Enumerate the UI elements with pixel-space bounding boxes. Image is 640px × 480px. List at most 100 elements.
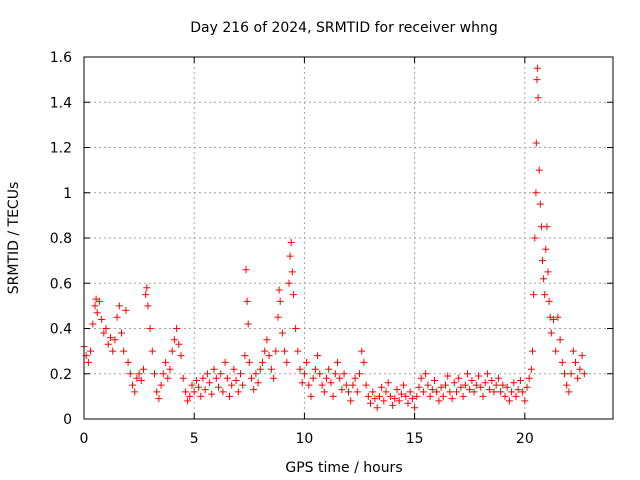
data-point <box>184 397 192 405</box>
data-point <box>455 374 463 382</box>
data-point <box>532 139 540 147</box>
data-point <box>254 379 262 387</box>
data-point <box>331 370 339 378</box>
data-point <box>413 392 421 400</box>
data-point <box>569 347 577 355</box>
data-point <box>472 381 480 389</box>
x-tick-label: 0 <box>80 431 89 447</box>
data-point <box>274 313 282 321</box>
data-point <box>100 329 108 337</box>
data-point <box>501 392 509 400</box>
data-point <box>303 358 311 366</box>
data-point <box>521 397 529 405</box>
data-point <box>444 372 452 380</box>
data-point <box>503 383 511 391</box>
data-point <box>250 386 258 394</box>
data-point <box>248 374 255 382</box>
data-point <box>499 381 507 389</box>
data-point <box>210 365 218 373</box>
data-point <box>397 390 405 398</box>
data-point <box>89 320 97 328</box>
data-point <box>237 370 244 378</box>
data-point <box>206 379 214 387</box>
data-point <box>164 374 172 382</box>
data-point <box>87 347 95 355</box>
data-point <box>391 395 399 403</box>
data-point <box>347 397 355 405</box>
data-point <box>516 377 524 384</box>
data-point <box>442 381 449 389</box>
data-point <box>446 388 454 396</box>
data-point <box>267 365 275 373</box>
data-point <box>263 336 271 344</box>
data-point <box>529 347 536 355</box>
data-point <box>208 390 216 398</box>
data-point <box>490 388 498 396</box>
data-point <box>369 388 377 396</box>
data-point <box>519 388 527 396</box>
data-point <box>494 374 502 382</box>
data-point <box>239 381 247 389</box>
data-point <box>362 381 370 389</box>
data-point <box>389 401 397 409</box>
data-point <box>477 383 485 391</box>
data-point <box>380 397 388 405</box>
data-point <box>364 392 372 400</box>
data-point <box>461 381 469 389</box>
data-point <box>457 383 465 391</box>
data-point <box>93 309 101 317</box>
data-point <box>168 347 176 355</box>
data-point <box>166 365 174 373</box>
data-point <box>572 358 579 366</box>
data-point <box>426 392 434 400</box>
data-point <box>486 386 494 394</box>
data-point <box>91 302 99 310</box>
data-point <box>417 374 425 382</box>
data-point <box>120 347 128 355</box>
x-axis-label: GPS time / hours <box>285 460 402 476</box>
data-point <box>411 404 419 412</box>
data-point <box>314 352 322 360</box>
data-point <box>574 374 582 382</box>
data-point <box>373 404 381 412</box>
data-point <box>550 316 557 323</box>
data-point <box>104 340 112 348</box>
data-point <box>232 377 240 384</box>
data-point <box>543 223 551 231</box>
data-point <box>148 347 156 355</box>
data-point <box>217 370 225 378</box>
data-point <box>345 388 352 396</box>
data-point <box>536 200 544 208</box>
data-point <box>512 392 520 400</box>
data-point <box>219 388 227 396</box>
data-point <box>393 386 401 394</box>
data-point <box>576 365 584 373</box>
data-point <box>378 383 386 391</box>
data-point <box>448 395 456 403</box>
data-point <box>527 365 535 373</box>
y-tick-label: 0 <box>63 412 72 428</box>
data-point <box>126 370 134 378</box>
data-point <box>287 239 295 246</box>
data-point <box>338 386 346 394</box>
chart-title: Day 216 of 2024, SRMTID for receiver whn… <box>190 20 498 36</box>
data-point <box>400 381 408 389</box>
x-tick-label: 20 <box>516 431 534 447</box>
data-point <box>129 381 136 389</box>
y-tick-label: 0.2 <box>50 367 72 383</box>
data-point <box>283 358 291 366</box>
data-point <box>153 388 161 396</box>
data-point <box>340 370 348 378</box>
data-point <box>415 383 423 391</box>
data-point <box>311 365 319 373</box>
data-point <box>545 297 553 305</box>
data-point <box>431 377 438 384</box>
data-point <box>294 347 302 355</box>
data-point <box>95 297 103 305</box>
data-point <box>159 370 167 378</box>
data-point <box>188 381 196 389</box>
data-point <box>450 379 458 387</box>
data-point <box>316 370 324 378</box>
data-point <box>375 392 383 400</box>
data-point <box>228 381 236 389</box>
